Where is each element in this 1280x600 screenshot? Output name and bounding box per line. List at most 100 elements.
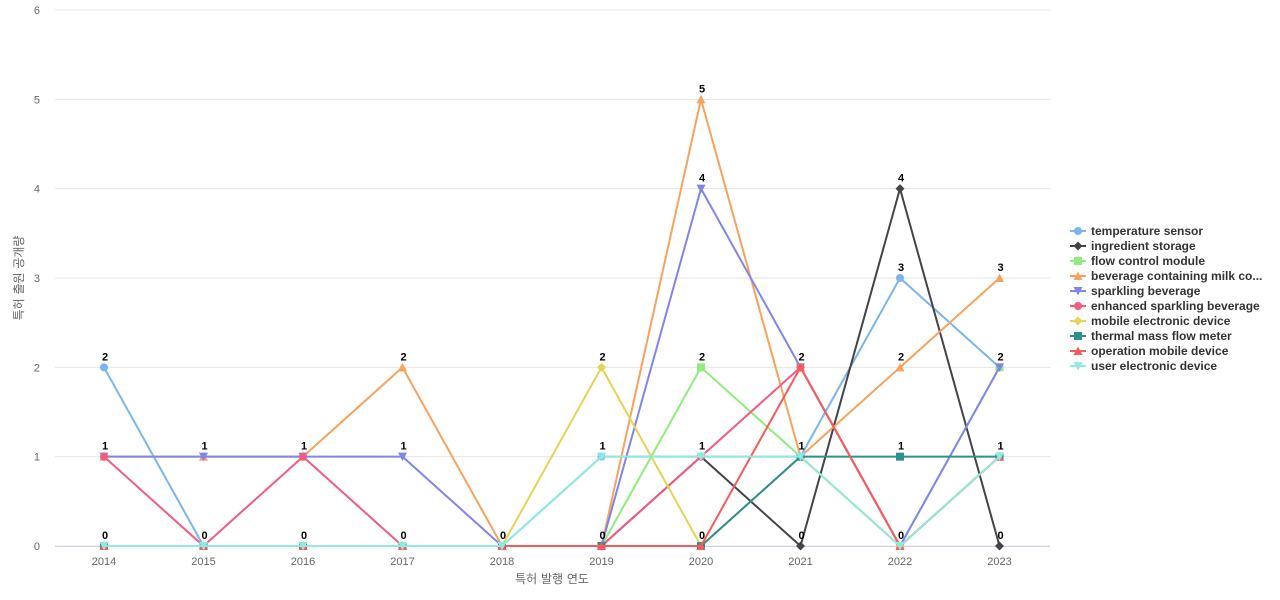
data-label: 2: [102, 351, 108, 363]
data-label: 4: [699, 173, 706, 185]
legend-item-mobile-electronic-device[interactable]: mobile electronic device: [1070, 314, 1231, 328]
legend-item-beverage-containing-milk-co[interactable]: beverage containing milk co...: [1070, 269, 1262, 283]
legend-item-user-electronic-device[interactable]: user electronic device: [1070, 359, 1217, 373]
y-tick-label: 2: [34, 362, 40, 374]
data-point-temperature-sensor[interactable]: [100, 363, 108, 372]
data-point-enhanced-sparkling-beverage[interactable]: [299, 452, 307, 461]
data-point-sparkling-beverage[interactable]: [696, 184, 706, 194]
data-label: 1: [997, 441, 1003, 453]
data-point-ingredient-storage[interactable]: [895, 184, 905, 194]
y-tick-label: 3: [34, 273, 40, 285]
legend-label: operation mobile device: [1091, 344, 1229, 358]
legend-item-thermal-mass-flow-meter[interactable]: thermal mass flow meter: [1070, 329, 1232, 343]
data-label: 0: [400, 530, 406, 542]
data-point-mobile-electronic-device[interactable]: [597, 362, 606, 372]
series-line-user-electronic-device[interactable]: [103, 455, 1001, 547]
legend-item-enhanced-sparkling-beverage[interactable]: enhanced sparkling beverage: [1070, 299, 1260, 313]
data-label: 1: [201, 441, 207, 453]
x-axis: 2014 2015 2016 2017 2018 2019 2020 2021 2022 2023: [55, 546, 1050, 568]
data-label: 1: [599, 441, 605, 453]
series-line-beverage-containing-milk-co[interactable]: [103, 98, 1001, 547]
data-label: 0: [699, 530, 705, 542]
data-point-beverage-containing-milk-co[interactable]: [696, 94, 706, 104]
legend-symbol[interactable]: [1073, 241, 1083, 251]
x-tick-label: 2018: [490, 556, 514, 568]
legend-symbol[interactable]: [1074, 302, 1082, 310]
data-point-beverage-containing-milk-co[interactable]: [895, 362, 905, 372]
legend-symbol[interactable]: [1073, 362, 1083, 371]
data-point-operation-mobile-device[interactable]: [696, 541, 706, 551]
x-axis-title: 특허 발행 연도: [515, 571, 589, 586]
data-label: 2: [400, 351, 406, 363]
x-tick-label: 2022: [888, 556, 912, 568]
series-beverage-containing-milk-co: [99, 94, 1004, 550]
data-point-operation-mobile-device[interactable]: [796, 362, 805, 372]
data-point-sparkling-beverage[interactable]: [995, 363, 1004, 372]
series-line-temperature-sensor[interactable]: [103, 277, 1001, 547]
x-tick-label: 2017: [390, 556, 414, 568]
legend-label: sparkling beverage: [1091, 284, 1201, 298]
y-tick-label: 1: [34, 452, 40, 464]
data-point-sparkling-beverage[interactable]: [199, 452, 208, 462]
legend-symbol[interactable]: [1073, 287, 1083, 296]
legend-symbol[interactable]: [1073, 271, 1083, 281]
legend-item-ingredient-storage[interactable]: ingredient storage: [1070, 239, 1196, 253]
data-label: 0: [301, 530, 307, 542]
data-point-beverage-containing-milk-co[interactable]: [398, 362, 407, 372]
legend-label: ingredient storage: [1091, 239, 1196, 253]
data-point-user-electronic-device[interactable]: [895, 542, 905, 551]
data-point-operation-mobile-device[interactable]: [597, 541, 606, 551]
data-label: 1: [798, 441, 804, 453]
data-label: 4: [898, 173, 905, 185]
legend-item-sparkling-beverage[interactable]: sparkling beverage: [1070, 284, 1201, 298]
data-point-user-electronic-device[interactable]: [995, 452, 1004, 462]
data-point-user-electronic-device[interactable]: [696, 452, 706, 462]
legend-label: thermal mass flow meter: [1091, 329, 1232, 343]
data-point-ingredient-storage[interactable]: [796, 541, 805, 551]
data-label: 2: [599, 351, 605, 363]
x-tick-label: 2014: [92, 556, 116, 568]
data-point-user-electronic-device[interactable]: [497, 542, 507, 551]
data-point-user-electronic-device[interactable]: [398, 542, 407, 551]
data-point-user-electronic-device[interactable]: [298, 542, 308, 551]
data-point-beverage-containing-milk-co[interactable]: [995, 273, 1004, 283]
data-label: 1: [400, 441, 406, 453]
series-temperature-sensor: [100, 274, 1004, 550]
y-tick-label: 0: [34, 541, 40, 553]
data-point-user-electronic-device[interactable]: [597, 452, 606, 462]
legend-item-flow-control-module[interactable]: flow control module: [1070, 254, 1205, 268]
data-label: 0: [798, 530, 804, 542]
data-point-thermal-mass-flow-meter[interactable]: [896, 452, 904, 461]
series-user-electronic-device: [99, 452, 1004, 551]
legend-symbol[interactable]: [1073, 346, 1083, 356]
data-point-temperature-sensor[interactable]: [896, 274, 904, 282]
y-tick-label: 5: [34, 94, 40, 106]
legend-label: temperature sensor: [1091, 224, 1203, 238]
y-axis: 0 1 2 3 4 5 6: [34, 5, 40, 553]
x-tick-label: 2023: [987, 556, 1011, 568]
data-labels: 2 1 0 1 0 1 0 2 1 0 0 2 1 0 5 4 2 1 0 2 1 0 4 3 2 1 0 3 2 1 0: [102, 83, 1004, 542]
legend-item-operation-mobile-device[interactable]: operation mobile device: [1070, 344, 1229, 358]
legend-item-temperature-sensor[interactable]: temperature sensor: [1070, 224, 1203, 238]
data-point-flow-control-module[interactable]: [697, 363, 705, 372]
legend-label: mobile electronic device: [1091, 314, 1231, 328]
data-point-sparkling-beverage[interactable]: [398, 452, 407, 462]
data-point-user-electronic-device[interactable]: [796, 452, 805, 462]
data-point-user-electronic-device[interactable]: [99, 542, 109, 551]
legend-symbol[interactable]: [1073, 316, 1083, 326]
legend-symbol[interactable]: [1074, 227, 1082, 235]
legend-label: flow control module: [1091, 254, 1205, 268]
x-tick-label: 2016: [291, 556, 315, 568]
legend-symbol[interactable]: [1074, 257, 1082, 265]
data-label: 0: [500, 530, 506, 542]
data-label: 2: [699, 351, 705, 363]
x-tick-label: 2015: [191, 556, 215, 568]
data-point-ingredient-storage[interactable]: [995, 541, 1004, 551]
data-point-enhanced-sparkling-beverage[interactable]: [100, 452, 108, 461]
data-label: 1: [699, 441, 705, 453]
data-point-user-electronic-device[interactable]: [199, 542, 208, 551]
legend-symbol[interactable]: [1074, 332, 1082, 340]
